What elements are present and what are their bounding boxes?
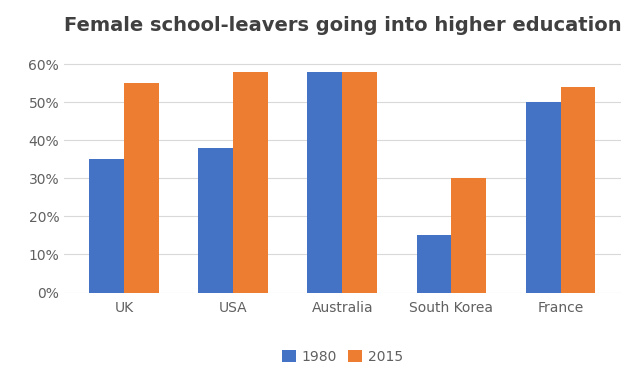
Bar (417, 236, 451, 292)
Bar (525, 102, 561, 292)
Bar (234, 72, 268, 292)
Bar (198, 148, 234, 292)
Bar (342, 72, 378, 292)
Bar (561, 87, 595, 292)
Title: Female school-leavers going into higher education: Female school-leavers going into higher … (63, 16, 621, 35)
Bar (90, 159, 124, 292)
Bar (124, 83, 159, 292)
Legend: 1980, 2015: 1980, 2015 (276, 344, 408, 369)
Bar (307, 72, 342, 292)
Bar (451, 178, 486, 292)
